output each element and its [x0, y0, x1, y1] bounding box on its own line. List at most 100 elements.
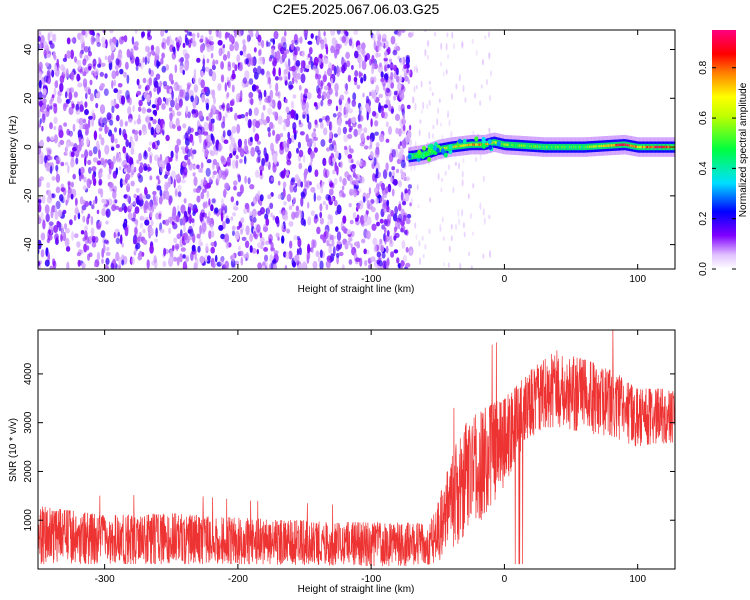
noise-speck — [248, 78, 254, 85]
noise-speck — [124, 226, 129, 237]
noise-speck — [332, 113, 337, 118]
noise-speck — [244, 70, 250, 80]
noise-speck — [282, 188, 286, 198]
noise-speck — [91, 204, 95, 210]
signal-core — [427, 152, 429, 155]
noise-speck — [149, 209, 153, 218]
noise-speck — [56, 95, 62, 104]
noise-speck — [222, 102, 225, 112]
signal-core — [631, 144, 633, 148]
noise-speck — [208, 30, 212, 35]
y-tick-label: 0 — [23, 144, 34, 150]
noise-speck — [295, 60, 301, 67]
noise-speck — [208, 176, 212, 183]
noise-speck — [107, 55, 112, 64]
noise-speck — [125, 173, 131, 181]
noise-speck — [58, 221, 62, 232]
noise-speck — [160, 228, 165, 234]
signal-core — [586, 145, 588, 149]
signal-core — [546, 145, 548, 149]
noise-speck — [141, 31, 146, 38]
noise-speck — [374, 148, 380, 158]
noise-speck — [254, 145, 260, 153]
noise-speck — [272, 129, 276, 136]
signal-core — [635, 145, 637, 148]
noise-speck — [45, 62, 49, 67]
noise-speck — [179, 89, 184, 98]
noise-speck — [245, 112, 249, 117]
noise-speck — [405, 218, 411, 225]
noise-speck — [363, 248, 368, 255]
noise-speck — [52, 51, 56, 60]
signal-blob — [457, 138, 462, 144]
noise-speck — [199, 224, 203, 235]
noise-speck — [103, 88, 109, 96]
noise-speck — [268, 238, 272, 245]
noise-speck — [391, 188, 395, 197]
noise-speck — [123, 133, 128, 141]
signal-core — [570, 145, 572, 149]
noise-speck — [192, 149, 197, 155]
signal-core — [615, 143, 617, 147]
noise-speck — [77, 259, 81, 267]
noise-speck — [100, 230, 106, 238]
noise-speck — [185, 105, 189, 115]
signal-core — [549, 145, 551, 149]
noise-speck — [413, 66, 416, 73]
colorbar: 0.00.20.40.60.8 Normalized spectral ampl… — [698, 30, 749, 276]
noise-speck — [84, 156, 87, 167]
noise-speck — [375, 51, 379, 59]
noise-speck — [458, 218, 461, 226]
noise-speck — [127, 212, 133, 220]
noise-speck — [455, 83, 458, 90]
noise-speck — [397, 81, 402, 91]
noise-speck — [116, 54, 122, 60]
noise-speck — [356, 45, 361, 51]
noise-speck — [286, 113, 292, 120]
noise-speck — [479, 153, 482, 161]
noise-speck — [360, 215, 365, 225]
noise-speck — [394, 113, 401, 121]
noise-speck — [398, 180, 402, 188]
signal-core — [551, 145, 553, 149]
noise-speck — [309, 138, 314, 144]
noise-speck — [165, 190, 170, 200]
noise-speck — [70, 193, 74, 200]
noise-speck — [119, 178, 123, 188]
noise-speck — [170, 99, 175, 108]
noise-speck — [155, 123, 161, 134]
noise-speck — [357, 128, 361, 136]
colorbar-ticks: 0.00.20.40.60.8 — [698, 60, 736, 276]
noise-speck — [381, 252, 386, 259]
noise-speck — [239, 158, 243, 164]
noise-speck — [300, 197, 304, 207]
signal-core — [609, 144, 611, 147]
noise-speck — [199, 212, 204, 222]
noise-speck — [136, 90, 142, 96]
signal-core — [430, 151, 432, 154]
noise-speck — [448, 119, 451, 127]
noise-speck — [100, 157, 105, 163]
noise-speck — [182, 123, 187, 129]
noise-speck — [156, 59, 160, 69]
signal-core — [605, 144, 607, 147]
signal-core — [520, 144, 522, 147]
noise-speck — [325, 260, 331, 269]
noise-speck — [190, 203, 194, 211]
noise-speck — [322, 74, 327, 83]
signal-core — [538, 145, 540, 148]
noise-speck — [145, 208, 148, 214]
noise-speck — [155, 45, 160, 56]
noise-speck — [122, 160, 127, 165]
noise-speck — [210, 246, 215, 254]
signal-core — [660, 145, 662, 149]
noise-speck — [352, 122, 357, 128]
noise-speck — [366, 135, 370, 141]
noise-speck — [229, 153, 233, 159]
noise-speck — [319, 203, 323, 212]
noise-speck — [169, 88, 172, 94]
signal-blob — [488, 144, 493, 150]
signal-core — [557, 145, 559, 149]
signal-core — [634, 145, 636, 148]
noise-speck — [157, 96, 162, 106]
